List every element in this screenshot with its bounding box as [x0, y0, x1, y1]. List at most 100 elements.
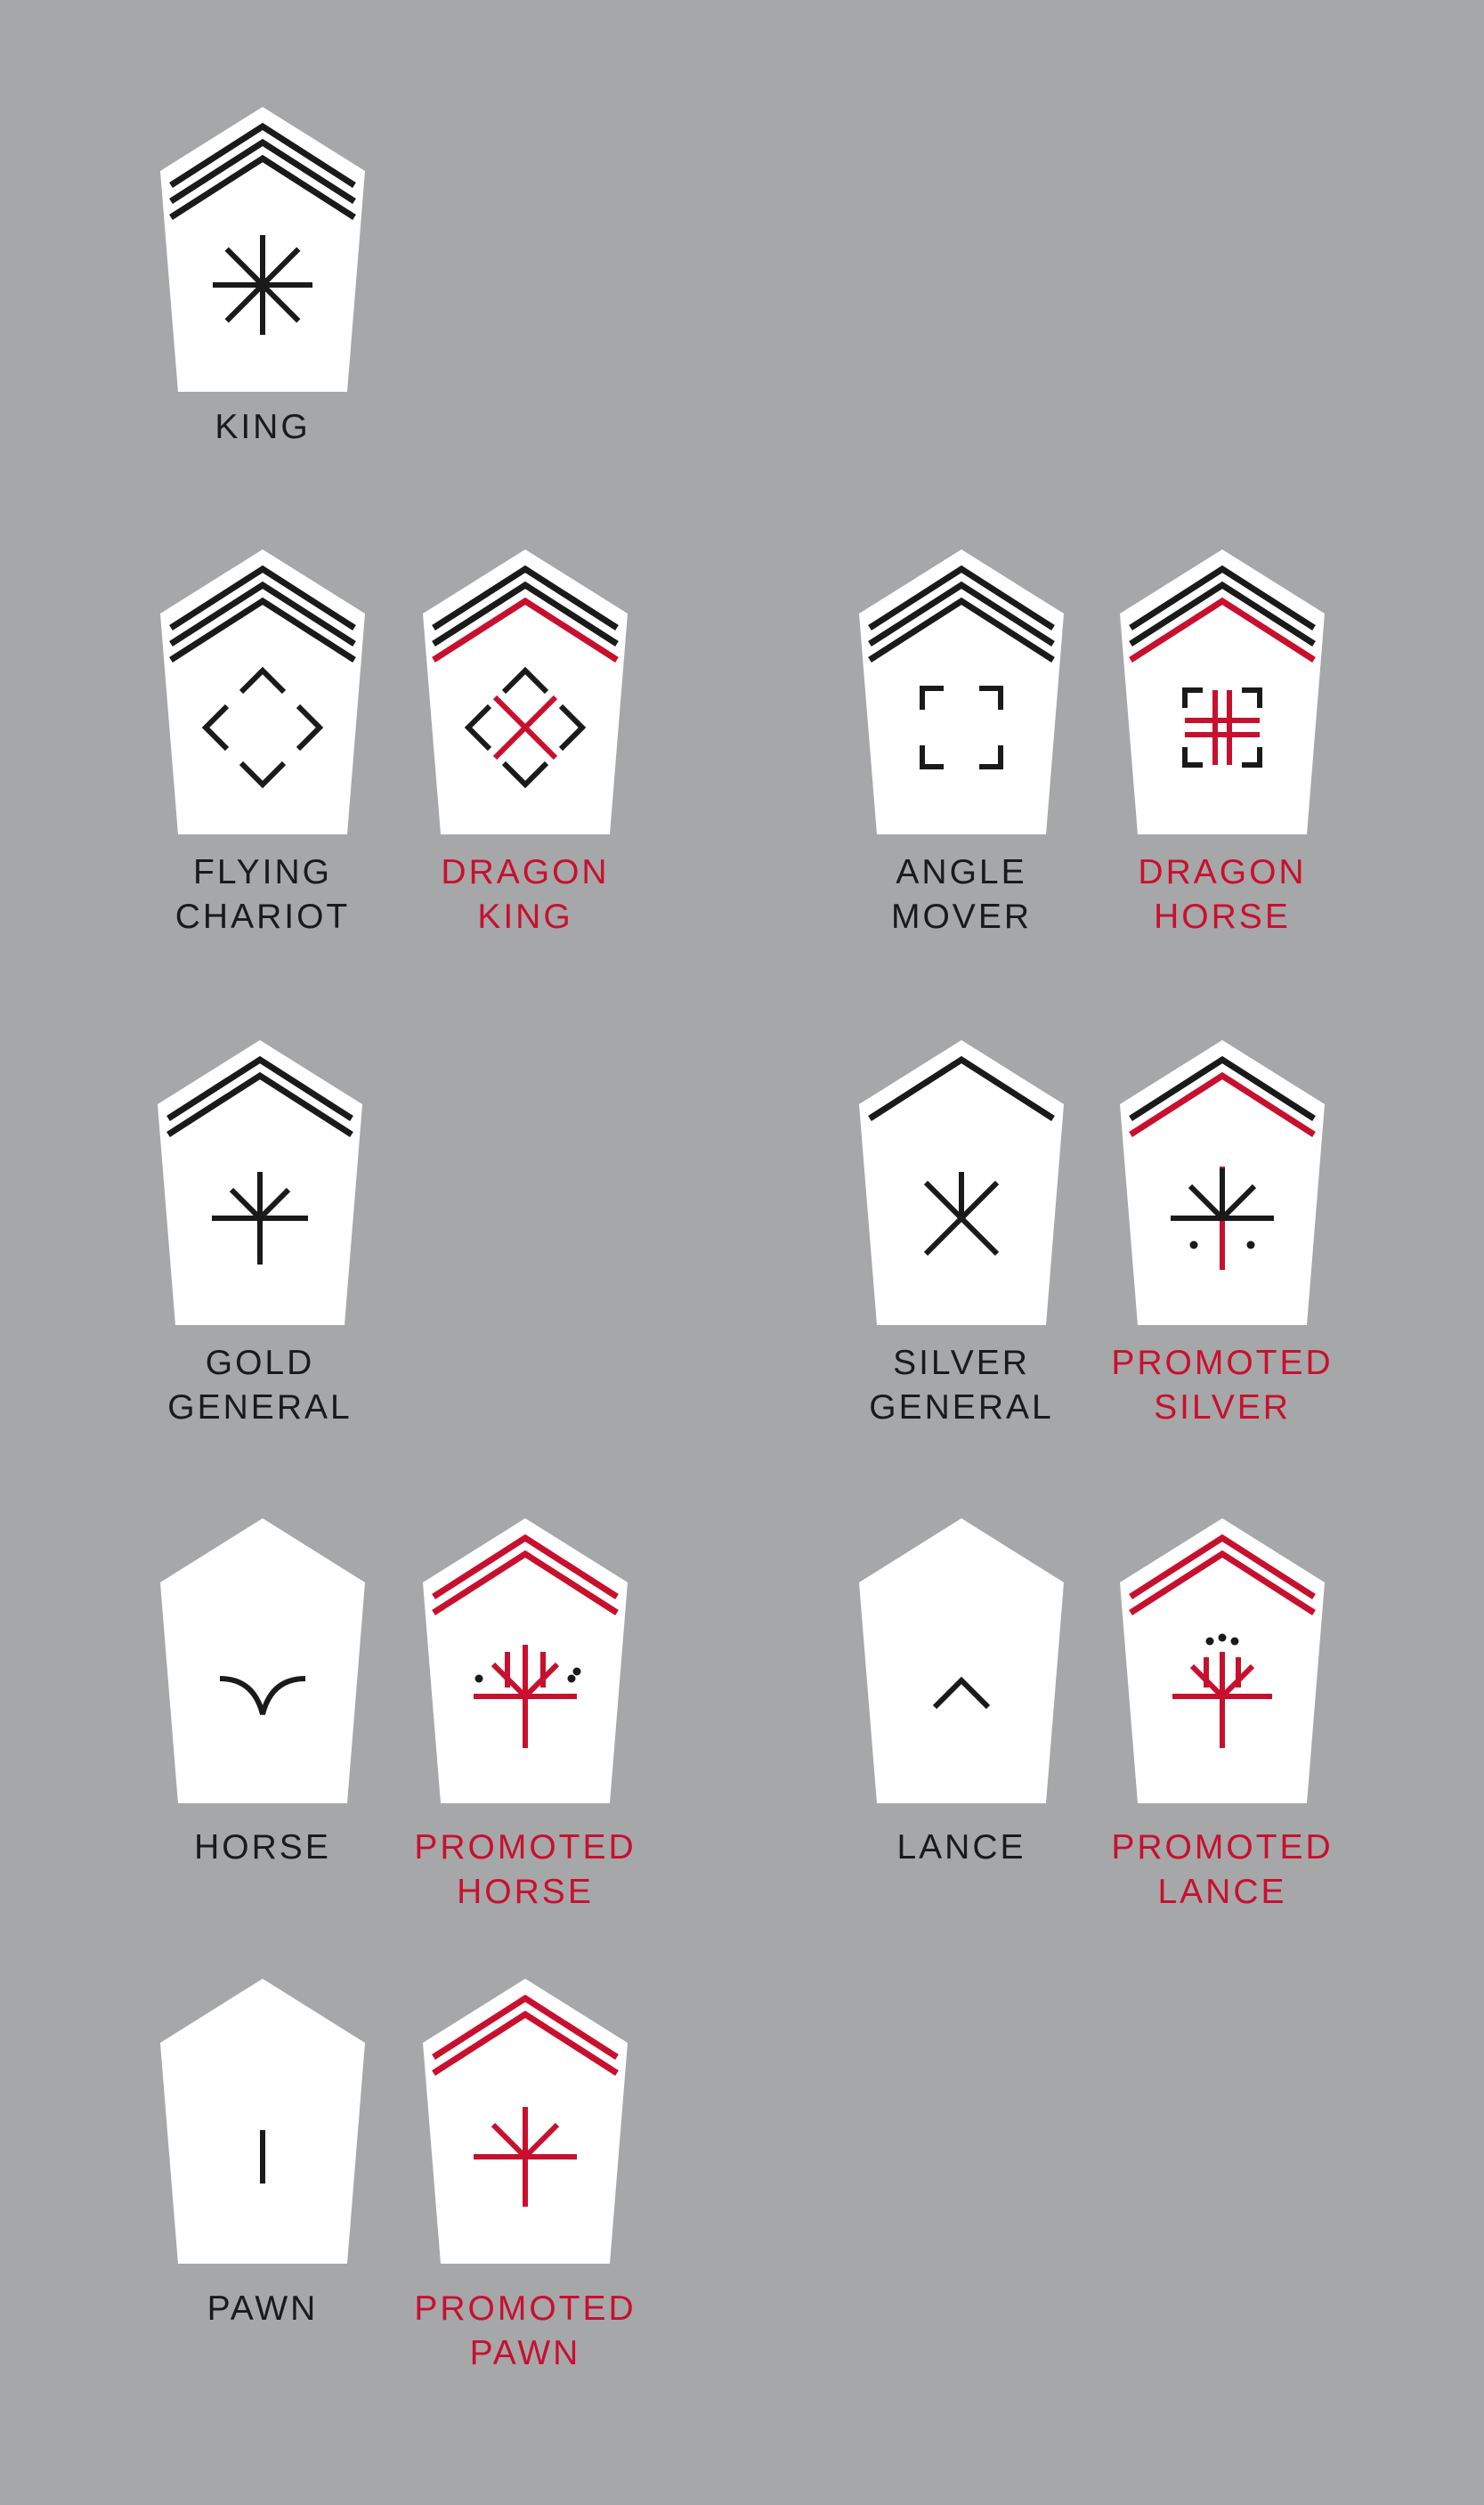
piece-body: [1120, 549, 1325, 834]
symbol-stroke: [501, 760, 549, 789]
rank-chevron: [169, 597, 356, 663]
piece-shape: [423, 549, 628, 834]
label-line: KING: [477, 898, 573, 936]
label-line: LANCE: [896, 1828, 1026, 1867]
symbol-stroke: [920, 745, 944, 769]
symbol-stroke: [1220, 1183, 1257, 1221]
rank-chevron: [1129, 581, 1316, 647]
symbol-dot: [1205, 1637, 1214, 1646]
symbol-stroke: [224, 247, 301, 323]
rank-chevron: [1129, 565, 1316, 630]
piece-body: [160, 1979, 365, 2264]
symbol-stroke: [492, 695, 558, 760]
piece-label-promoted-silver: PROMOTED SILVER: [1062, 1341, 1383, 1430]
symbol-stroke: [296, 704, 324, 752]
piece-body: [423, 549, 628, 834]
rank-chevron: [166, 1055, 353, 1121]
piece-shape: [1120, 549, 1325, 834]
symbol-stroke: [979, 745, 1003, 769]
label-line: LANCE: [1157, 1873, 1287, 1911]
promoted-horse-symbol: [474, 1645, 581, 1748]
piece-shape: [859, 1518, 1064, 1803]
piece-shape: [1120, 1040, 1325, 1325]
symbol-stroke: [979, 686, 1003, 710]
horse-symbol: [219, 1676, 306, 1715]
label-line: DRAGON: [1138, 853, 1307, 891]
piece-flying-chariot: [160, 549, 365, 843]
piece-label-flying-chariot: FLYING CHARIOT: [102, 850, 423, 939]
rank-chevron: [1129, 1071, 1316, 1137]
rank-chevron: [868, 1055, 1055, 1121]
piece-shape: [423, 1518, 628, 1803]
rank-chevron: [1129, 1533, 1316, 1599]
label-line: FLYING: [193, 853, 332, 891]
piece-dragon-horse: [1120, 549, 1325, 843]
diamond-x-symbol: [464, 666, 587, 789]
label-line: KING: [215, 408, 311, 446]
silver-symbol: [923, 1172, 1000, 1257]
rank-chevron: [169, 154, 356, 220]
symbol-stroke: [239, 666, 287, 695]
symbol-stroke: [464, 704, 492, 752]
lance-symbol: [932, 1676, 991, 1710]
symbol-dot: [474, 1674, 483, 1683]
piece-label-promoted-lance: PROMOTED LANCE: [1062, 1826, 1383, 1915]
lance-symbol: [932, 1676, 991, 1710]
symbol-stroke: [1242, 747, 1262, 768]
piece-label-angle-mover: ANGLE MOVER: [801, 850, 1122, 939]
label-line: SILVER: [1154, 1388, 1291, 1427]
piece-label-dragon-horse: DRAGON HORSE: [1062, 850, 1383, 939]
symbol-dot: [567, 1674, 576, 1683]
symbol-dot: [1189, 1240, 1198, 1249]
symbol-stroke: [1242, 687, 1262, 708]
square-plus-symbol: [1182, 687, 1262, 768]
promoted-lance-symbol: [1172, 1633, 1272, 1748]
label-line: GOLD: [205, 1344, 315, 1382]
label-line: HORSE: [1154, 898, 1291, 936]
piece-dragon-king: [423, 549, 628, 843]
label-line: PROMOTED: [1111, 1828, 1334, 1867]
piece-promoted-pawn: [423, 1979, 628, 2273]
symbol-stroke: [229, 1187, 263, 1221]
piece-silver-general: [859, 1040, 1064, 1334]
rank-chevron: [1129, 1549, 1316, 1615]
symbol-stroke: [1188, 1183, 1225, 1221]
label-line: CHARIOT: [174, 898, 351, 936]
label-line: MOVER: [890, 898, 1032, 936]
symbol-stroke: [239, 760, 287, 789]
piece-shape: [160, 1518, 365, 1803]
piece-body: [160, 549, 365, 834]
gold-symbol: [212, 1172, 308, 1265]
rank-chevron: [169, 581, 356, 647]
piece-shape: [158, 1040, 362, 1325]
rank-chevron: [432, 597, 619, 663]
symbol-stroke: [1182, 747, 1203, 768]
piece-angle-mover: [859, 549, 1064, 843]
rank-chevron: [1129, 597, 1316, 663]
piece-shape: [160, 549, 365, 834]
piece-king: [160, 107, 365, 401]
label-line: HORSE: [194, 1828, 331, 1867]
piece-label-promoted-pawn: PROMOTED PAWN: [365, 2287, 685, 2376]
symbol-dot: [1246, 1240, 1255, 1249]
rank-chevron: [432, 565, 619, 630]
rank-chevron: [169, 138, 356, 204]
piece-horse: [160, 1518, 365, 1812]
label-line: PROMOTED: [414, 1828, 637, 1867]
piece-label-horse: HORSE: [102, 1826, 423, 1870]
symbol-stroke: [920, 686, 944, 710]
piece-shape: [859, 1040, 1064, 1325]
piece-label-gold-general: GOLD GENERAL: [100, 1341, 420, 1430]
piece-label-lance: LANCE: [801, 1826, 1122, 1870]
piece-body: [160, 1518, 365, 1803]
label-line: DRAGON: [441, 853, 610, 891]
symbol-stroke: [491, 2122, 528, 2159]
symbol-stroke: [523, 2122, 560, 2159]
symbol-stroke: [201, 704, 230, 752]
label-line: GENERAL: [869, 1388, 1054, 1427]
rank-chevron: [169, 122, 356, 188]
piece-shape: [423, 1979, 628, 2264]
piece-body: [859, 1518, 1064, 1803]
promoted-silver-symbol: [1171, 1167, 1274, 1270]
symbol-dot: [572, 1667, 581, 1676]
